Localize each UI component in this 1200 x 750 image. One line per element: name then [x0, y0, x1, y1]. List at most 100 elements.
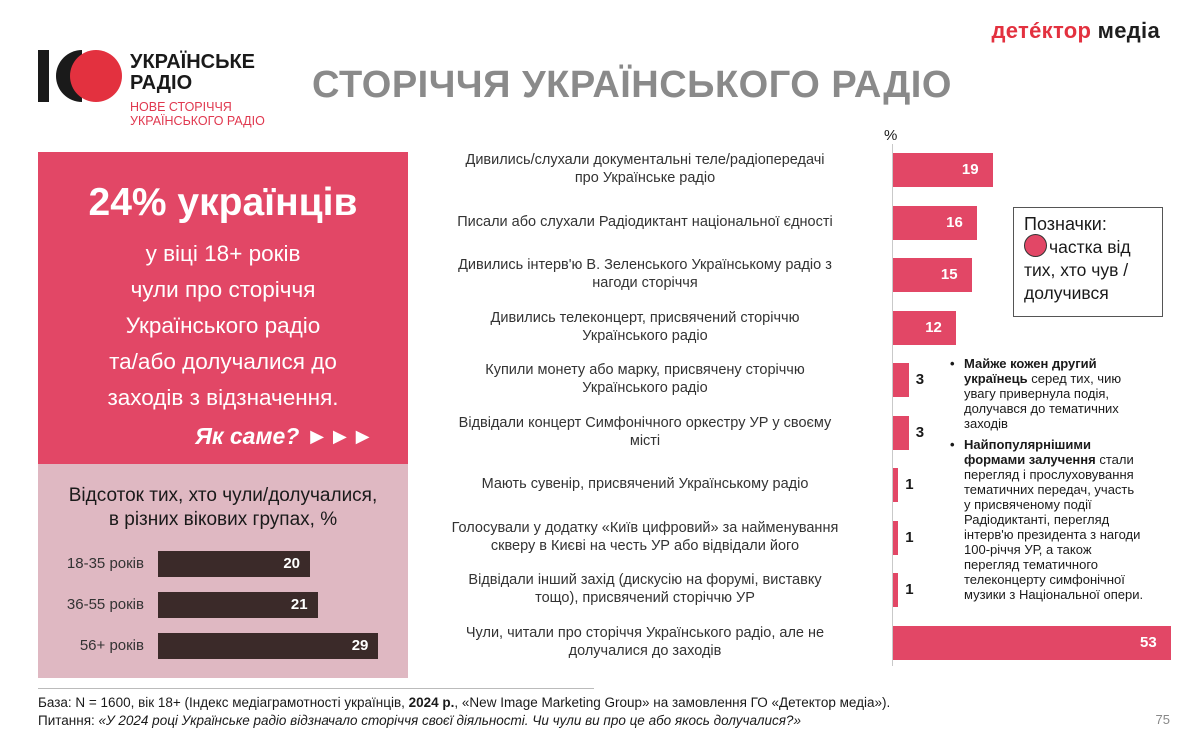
category-label-line: долучалися до заходів [568, 642, 722, 659]
age-title-line1: Відсоток тих, хто чули/долучалися, [68, 485, 378, 506]
note-line: долучався до тематичних [964, 401, 1182, 416]
ukrainian-radio-logo [38, 48, 122, 104]
bar: 1 [893, 573, 914, 607]
category-label-line: Українського радіо [582, 327, 708, 344]
note-line: заходів [964, 416, 1182, 431]
category-label-line: Писали або слухали Радіодиктант націонал… [457, 213, 833, 230]
bar: 3 [893, 363, 924, 397]
footer-base-line: База: N = 1600, вік 18+ (Індекс медіагра… [38, 694, 890, 712]
note-line-text: долучався до тематичних [964, 401, 1119, 416]
note-line-text: 100-річчя УР, а також [964, 542, 1092, 557]
footer-question-text: «У 2024 році Українське радіо відзначало… [98, 713, 801, 728]
category-label-line: тощо), присвячений сторіччю УР [535, 590, 755, 606]
category-label: Дивились/слухали документальні теле/раді… [410, 151, 880, 187]
headline-body: у віці 18+ років чули про сторіччя Украї… [38, 236, 408, 416]
legend-line-2: тих, хто чув / [1024, 260, 1129, 280]
headline-line: чули про сторіччя [130, 277, 316, 302]
bar: 15 [893, 258, 972, 292]
headline-line: Українського радіо [125, 313, 321, 338]
category-label: Відвідали концерт Симфонічного оркестру … [410, 414, 880, 450]
headline-line: заходів з відзначення. [107, 385, 339, 410]
note-line: телеконцерту симфонічної [964, 572, 1182, 587]
age-group-value: 29 [351, 637, 369, 654]
footer-question-line: Питання: «У 2024 році Українське радіо в… [38, 712, 890, 730]
bar: 16 [893, 205, 977, 240]
percent-unit-label: % [884, 127, 898, 144]
note-item: • Найпопулярнішими формами залучення стали… [950, 437, 1182, 602]
bullet-icon: • [950, 437, 955, 452]
footer-base-suffix: , «New Image Marketing Group» на замовле… [454, 695, 891, 710]
red-circle-icon [1024, 234, 1047, 257]
note-line-text: тематичних передач, участь [964, 482, 1135, 497]
note-line: увагу привернула подія, [964, 386, 1182, 401]
note-line-text: інтерв'ю президента з нагоди [964, 527, 1141, 542]
category-label-line: Українського радіо [582, 380, 708, 396]
age-panel-title: Відсоток тих, хто чули/долучалися, в різ… [38, 484, 408, 532]
brand-part1: детéктор [991, 18, 1092, 43]
note-line: інтерв'ю президента з нагоди [964, 527, 1182, 542]
headline-line: у віці 18+ років [145, 241, 301, 266]
note-line-text: серед тих, чию [1027, 371, 1122, 386]
category-label-line: Дивились інтерв'ю В. Зеленського Українс… [458, 257, 832, 273]
bar-value-label: 1 [905, 581, 914, 598]
logo-sub-line2: УКРАЇНСЬКОГО РАДІО [130, 114, 265, 128]
page-number: 75 [1155, 712, 1170, 727]
footer-base-year: 2024 р. [408, 695, 455, 710]
bar-value-label: 16 [946, 213, 963, 231]
category-label-line: Мають сувенір, присвячений Українському … [481, 476, 809, 492]
age-group-label: 56+ років [79, 637, 144, 654]
category-label-line: Голосували у додатку «Київ цифровий» за … [451, 519, 839, 536]
radio-logo-icon [38, 50, 122, 102]
page-title: СТОРІЧЧЯ УКРАЇНСЬКОГО РАДІО [312, 64, 952, 106]
note-line: музики з Національної опери. [964, 587, 1182, 602]
bar-value-label: 3 [915, 423, 925, 441]
footer-divider [38, 688, 594, 689]
bar-value-label: 19 [961, 161, 979, 178]
age-group-label: 36-55 років [66, 596, 144, 613]
logo-title-line2: РАДІО [130, 72, 193, 94]
age-title-line2: в різних вікових групах, % [108, 509, 338, 530]
detector-media-brand: детéктор медіа [992, 18, 1160, 44]
category-label: Голосували у додатку «Київ цифровий» за … [410, 519, 880, 555]
age-group-value: 20 [283, 555, 300, 572]
logo-title-line1: УКРАЇНСЬКЕ [130, 51, 255, 73]
note-line-bold: Майже кожен другий [964, 356, 1097, 371]
note-item: • Майже кожен другий українець серед тих, … [950, 356, 1182, 431]
legend-line-1: частка від [1024, 234, 1152, 259]
note-line-text: музики з Національної опери. [964, 587, 1144, 602]
brand-part2: медіа [1091, 18, 1160, 43]
logo-wordmark: УКРАЇНСЬКЕ РАДІО НОВЕ СТОРІЧЧЯ УКРАЇНСЬК… [130, 51, 265, 129]
legend-box: Позначки: частка від тих, хто чув / долу… [1013, 207, 1163, 317]
bar-value-label: 1 [905, 476, 914, 493]
note-line-text: Радіодиктанті, перегляд [964, 512, 1110, 527]
note-line: перегляд тематичного [964, 557, 1182, 572]
legend-title: Позначки: [1024, 214, 1107, 234]
key-findings-notes: • Майже кожен другий українець серед тих, … [950, 356, 1182, 608]
note-line-bold: формами залучення [964, 452, 1096, 467]
note-line: у присвяченому події [964, 497, 1182, 512]
bar: 3 [893, 415, 924, 450]
note-line: тематичних передач, участь [964, 482, 1182, 497]
bar: 12 [893, 310, 956, 345]
bar-value-label: 53 [1140, 633, 1157, 651]
note-line: Найпопулярнішими [964, 437, 1182, 452]
age-group-label: 18-35 років [66, 555, 144, 572]
legend-text: частка від тих, хто чув / долучився [1024, 234, 1152, 305]
note-line: 100-річчя УР, а також [964, 542, 1182, 557]
category-label: Мають сувенір, присвячений Українському … [410, 475, 880, 493]
headline-panel: 24% українців у віці 18+ років чули про … [38, 152, 408, 464]
note-line-bold: Найпопулярнішими [964, 437, 1091, 452]
bullet-icon: • [950, 356, 955, 371]
note-line: формами залучення стали [964, 452, 1182, 467]
note-line-text: телеконцерту симфонічної [964, 572, 1125, 587]
note-line-text: перегляд і прослуховування [964, 467, 1134, 482]
category-label-line: Дивились телеконцерт, присвячений сторіч… [490, 309, 800, 326]
category-label-line: Відвідали інший захід (дискусію на форум… [468, 572, 822, 588]
note-line-text: заходів [964, 416, 1008, 431]
category-label: Дивились телеконцерт, присвячений сторіч… [410, 309, 880, 345]
category-label: Дивились інтерв'ю В. Зеленського Українс… [410, 256, 880, 292]
note-line-text: у присвяченому події [964, 497, 1092, 512]
age-group-row: 18-35 років 20 [38, 551, 408, 577]
bar-value-label: 15 [940, 266, 958, 283]
bar-value-label: 1 [905, 528, 914, 546]
